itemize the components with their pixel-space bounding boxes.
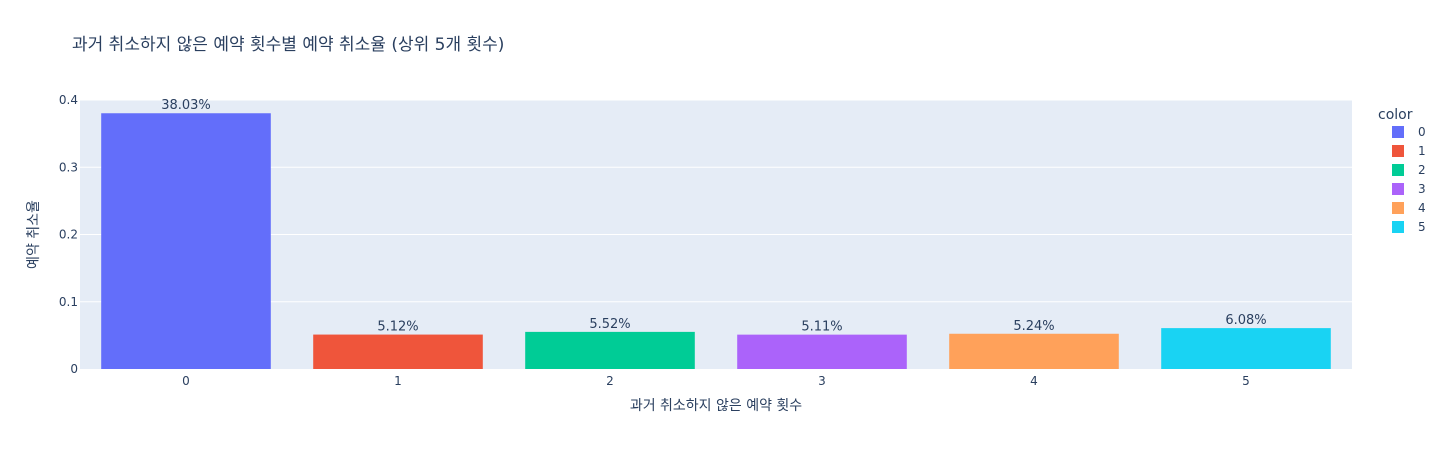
y-tick-label: 0.4 [59,93,78,107]
x-tick-label: 1 [394,374,402,388]
legend-swatch [1392,221,1404,233]
bar[interactable] [949,334,1119,369]
y-axis-ticks: 0 0.1 0.2 0.3 0.4 [59,93,78,376]
legend-swatch [1392,164,1404,176]
x-tick-label: 3 [818,374,826,388]
bar[interactable] [1161,328,1331,369]
legend-swatch [1392,183,1404,195]
bar-value-label: 5.12% [377,320,418,335]
legend-swatch [1392,126,1404,138]
x-tick-label: 0 [182,374,190,388]
legend-label: 0 [1418,125,1426,139]
legend-swatch [1392,145,1404,157]
legend-label: 2 [1418,163,1426,177]
y-tick-label: 0.1 [59,295,78,309]
y-tick-label: 0 [70,362,78,376]
x-axis-ticks: 0 1 2 3 4 5 [182,374,1250,388]
bar-value-label: 5.11% [801,320,842,335]
legend-title: color [1378,107,1413,123]
y-axis-title: 예약 취소율 [26,200,42,269]
x-tick-label: 5 [1242,374,1250,388]
legend-label: 3 [1418,182,1426,196]
bar[interactable] [525,332,695,369]
bar[interactable] [737,335,907,369]
chart-title: 과거 취소하지 않은 예약 횟수별 예약 취소율 (상위 5개 횟수) [72,35,504,55]
legend-label: 1 [1418,144,1426,158]
x-tick-label: 4 [1030,374,1038,388]
bar-value-label: 5.52% [589,317,630,332]
x-tick-label: 2 [606,374,614,388]
bar-value-label: 5.24% [1013,319,1054,334]
legend-label: 4 [1418,201,1426,215]
legend-swatch [1392,202,1404,214]
legend[interactable]: color 0 1 2 3 4 5 [1378,107,1426,234]
y-tick-label: 0.2 [59,228,78,242]
y-tick-label: 0.3 [59,160,78,174]
bar-value-label: 38.03% [161,98,211,113]
bar[interactable] [313,335,483,369]
bar-value-label: 6.08% [1225,313,1266,328]
bar[interactable] [101,113,271,369]
legend-label: 5 [1418,220,1426,234]
x-axis-title: 과거 취소하지 않은 예약 횟수 [630,398,802,414]
